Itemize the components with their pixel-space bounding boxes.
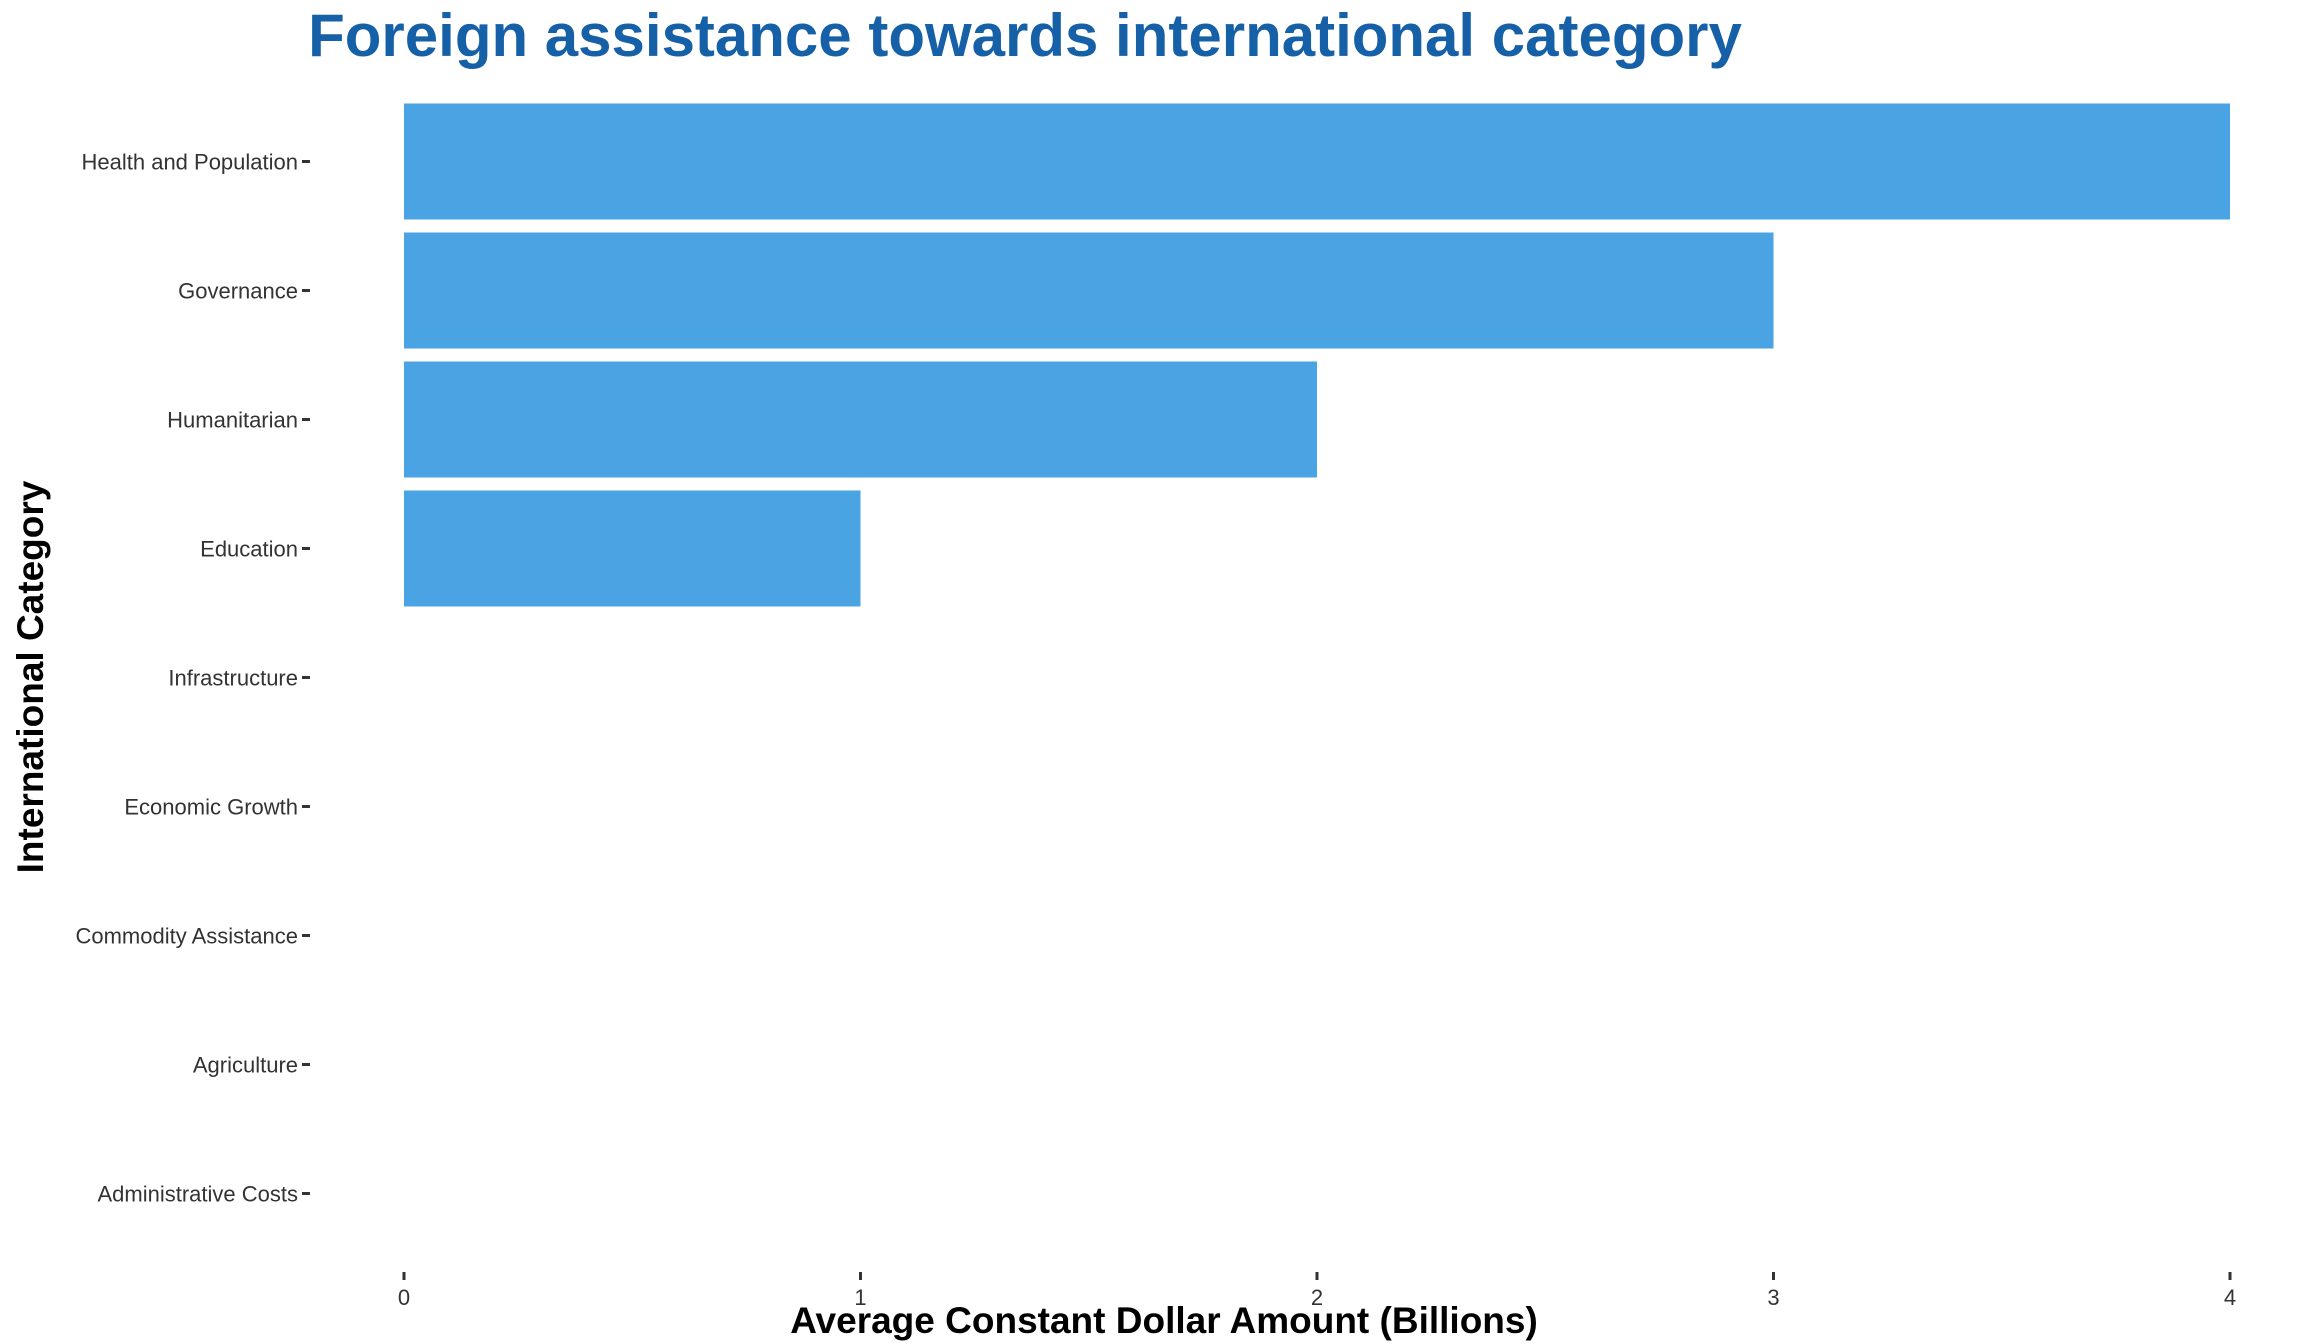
x-axis: 0 1 2 3 4 xyxy=(398,1272,2236,1310)
x-tick-label: 1 xyxy=(854,1285,866,1310)
bar-education xyxy=(404,490,861,607)
x-tick-label: 4 xyxy=(2224,1285,2236,1310)
y-tick-label: Humanitarian xyxy=(167,408,298,433)
x-tick-label: 2 xyxy=(1311,1285,1323,1310)
y-axis-title: International Category xyxy=(10,480,51,873)
y-tick-label: Infrastructure xyxy=(168,666,298,691)
bar-governance xyxy=(404,232,1774,349)
y-tick-label: Education xyxy=(200,537,298,562)
x-tick-label: 3 xyxy=(1767,1285,1779,1310)
y-tick-label: Governance xyxy=(178,279,298,304)
y-tick-label: Administrative Costs xyxy=(97,1182,298,1207)
x-axis-title: Average Constant Dollar Amount (Billions… xyxy=(790,1300,1538,1341)
chart-title: Foreign assistance towards international… xyxy=(308,2,1742,69)
y-tick-label: Commodity Assistance xyxy=(75,924,298,949)
y-axis: Health and Population Governance Humanitar… xyxy=(75,150,310,1207)
bar-humanitarian xyxy=(404,361,1317,478)
y-tick-label: Economic Growth xyxy=(124,795,298,820)
bars-layer xyxy=(404,103,2230,607)
y-tick-label: Agriculture xyxy=(193,1053,298,1078)
bar-health-and-population xyxy=(404,103,2230,220)
x-tick-label: 0 xyxy=(398,1285,410,1310)
y-tick-label: Health and Population xyxy=(82,150,299,175)
